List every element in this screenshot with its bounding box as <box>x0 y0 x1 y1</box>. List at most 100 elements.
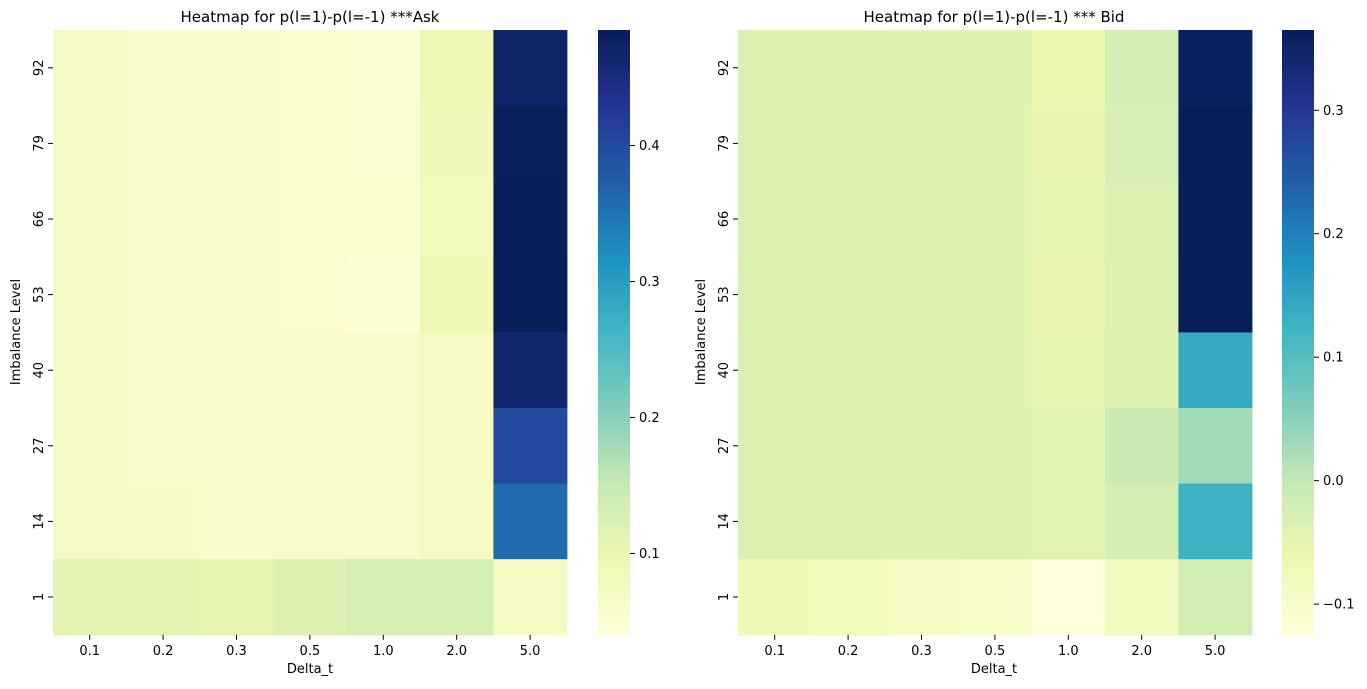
x-tick-label: 0.3 <box>226 644 247 659</box>
bid-heatmap-cell <box>1178 483 1253 560</box>
x-tick-label: 0.3 <box>911 644 932 659</box>
bid-heatmap-cell <box>811 332 886 409</box>
bid-heatmap-cell <box>1178 332 1253 409</box>
ask-heatmap-cell <box>420 483 494 560</box>
bid-heatmap-cell <box>958 559 1033 636</box>
ask-heatmap-cell <box>420 181 494 258</box>
bid-heatmap-cell <box>958 332 1033 409</box>
bid-heatmap-cell <box>738 105 812 182</box>
y-tick-label: 66 <box>717 211 732 228</box>
x-tick-label: 0.5 <box>985 644 1006 659</box>
ask-y-ticks: 92 79 66 53 40 27 14 1 <box>32 60 53 601</box>
ask-heatmap-cell <box>273 332 348 409</box>
ask-heatmap-cells <box>53 30 568 636</box>
ask-heatmap-title: Heatmap for p(l=1)-p(l=-1) ***Ask <box>181 8 440 26</box>
ask-heatmap-cell <box>53 30 127 107</box>
bid-heatmap-cell <box>738 559 812 636</box>
ask-heatmap-cell <box>346 256 421 333</box>
y-tick-label: 40 <box>32 362 47 379</box>
bid-heatmap-cell <box>884 408 959 485</box>
y-tick-label: 92 <box>717 60 732 77</box>
ask-heatmap-cell <box>420 30 494 107</box>
ask-heatmap-cell <box>126 30 201 107</box>
ask-heatmap-cell <box>126 256 201 333</box>
colorbar-tick-label: 0.2 <box>1323 227 1344 242</box>
ask-heatmap-cell <box>126 408 201 485</box>
bid-heatmap-cell <box>1105 559 1179 636</box>
ask-heatmap-cell <box>126 105 201 182</box>
bid-heatmap-cell <box>738 483 812 560</box>
bid-x-axis-label: Delta_t <box>971 662 1017 677</box>
ask-heatmap-cell <box>199 483 274 560</box>
bid-heatmap-cell <box>738 256 812 333</box>
x-tick-label: 2.0 <box>1131 644 1152 659</box>
ask-heatmap-cell <box>199 408 274 485</box>
ask-heatmap-cell <box>420 408 494 485</box>
bid-heatmap-cell <box>1105 256 1179 333</box>
ask-heatmap-cell <box>420 332 494 409</box>
colorbar-tick-label: 0.3 <box>1323 104 1344 119</box>
ask-x-axis-label: Delta_t <box>287 662 333 677</box>
ask-heatmap-cell <box>199 559 274 636</box>
bid-heatmap-cell <box>1031 181 1106 258</box>
y-tick-label: 92 <box>32 60 47 77</box>
colorbar-tick-label: 0.2 <box>639 411 660 426</box>
x-tick-label: 1.0 <box>1058 644 1079 659</box>
ask-heatmap-cell <box>199 30 274 107</box>
ask-heatmap-cell <box>420 559 494 636</box>
bid-heatmap-cell <box>1031 408 1106 485</box>
ask-colorbar-ticks: 0.1 0.2 0.3 0.4 <box>630 139 660 562</box>
ask-heatmap-cell <box>126 559 201 636</box>
bid-heatmap-cell <box>884 256 959 333</box>
ask-heatmap-cell <box>346 483 421 560</box>
colorbar-tick-label: 0.0 <box>1323 474 1344 489</box>
bid-heatmap-cell <box>884 181 959 258</box>
ask-heatmap-cell <box>53 105 127 182</box>
ask-heatmap-cell <box>493 408 568 485</box>
bid-heatmap-cell <box>738 408 812 485</box>
y-tick-label: 1 <box>32 593 47 601</box>
colorbar-tick-label: −0.1 <box>1323 598 1355 613</box>
bid-heatmap-panel: Heatmap for p(l=1)-p(l=-1) *** Bid 0.1 0.… <box>694 8 1355 677</box>
bid-heatmap-cell <box>811 559 886 636</box>
colorbar-tick-label: 0.3 <box>639 275 660 290</box>
ask-heatmap-cell <box>273 30 348 107</box>
bid-heatmap-cell <box>1105 408 1179 485</box>
y-tick-label: 14 <box>32 513 47 530</box>
bid-heatmap-cell <box>1031 256 1106 333</box>
ask-heatmap-cell <box>273 408 348 485</box>
bid-heatmap-cell <box>958 181 1033 258</box>
ask-heatmap-cell <box>493 181 568 258</box>
y-tick-label: 27 <box>32 438 47 455</box>
y-tick-label: 66 <box>32 211 47 228</box>
bid-heatmap-cell <box>811 256 886 333</box>
bid-heatmap-cell <box>884 483 959 560</box>
ask-heatmap-cell <box>53 332 127 409</box>
bid-colorbar <box>1282 30 1314 635</box>
y-tick-label: 53 <box>32 286 47 303</box>
bid-heatmap-cell <box>738 30 812 107</box>
y-tick-label: 27 <box>717 438 732 455</box>
ask-heatmap-cell <box>420 256 494 333</box>
colorbar-tick-label: 0.1 <box>1323 351 1344 366</box>
bid-heatmap-cell <box>1178 256 1253 333</box>
bid-x-ticks: 0.1 0.2 0.3 0.5 1.0 2.0 5.0 <box>764 634 1225 659</box>
bid-heatmap-cell <box>738 181 812 258</box>
ask-heatmap-cell <box>53 181 127 258</box>
ask-heatmap-cell <box>199 105 274 182</box>
ask-heatmap-cell <box>126 181 201 258</box>
bid-heatmap-cell <box>884 332 959 409</box>
bid-heatmap-cell <box>1031 483 1106 560</box>
ask-heatmap-cell <box>493 559 568 636</box>
ask-heatmap-cell <box>273 256 348 333</box>
ask-heatmap-cell <box>420 105 494 182</box>
ask-heatmap-cell <box>53 559 127 636</box>
bid-heatmap-cell <box>811 105 886 182</box>
ask-heatmap-cell <box>493 483 568 560</box>
bid-heatmap-cell <box>1031 332 1106 409</box>
bid-heatmap-cell <box>811 483 886 560</box>
bid-heatmap-cell <box>1178 30 1253 107</box>
ask-heatmap-cell <box>346 332 421 409</box>
bid-heatmap-cell <box>1178 105 1253 182</box>
bid-heatmap-cell <box>884 30 959 107</box>
